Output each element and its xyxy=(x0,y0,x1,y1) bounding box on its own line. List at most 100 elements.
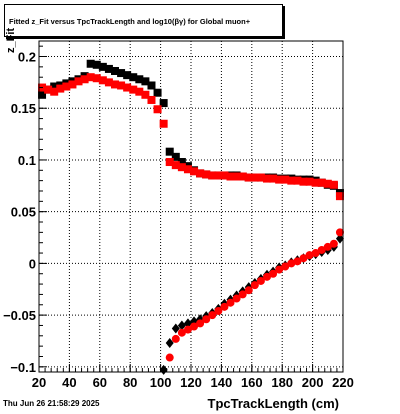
red-square-point xyxy=(275,175,284,184)
red-square-point xyxy=(165,158,174,167)
red-circle-point xyxy=(323,242,332,251)
black-square-point xyxy=(153,88,162,97)
x-tick-label: 40 xyxy=(62,375,76,390)
red-square-point xyxy=(196,169,205,178)
red-circle-point xyxy=(232,294,241,303)
red-square-point xyxy=(62,82,71,91)
black-square-point xyxy=(111,66,119,75)
red-square-point xyxy=(323,179,332,188)
red-square-point xyxy=(123,83,132,92)
black-square-point xyxy=(50,82,59,91)
red-square-point xyxy=(226,172,235,181)
red-square-point xyxy=(135,87,144,96)
red-square-point xyxy=(287,176,296,185)
red-circle-point xyxy=(275,265,284,274)
y-tick-label: −0.1 xyxy=(10,360,36,375)
red-square-point xyxy=(68,80,77,89)
x-tick-label: 200 xyxy=(302,375,324,390)
red-square-point xyxy=(281,175,290,184)
red-circle-point xyxy=(220,302,229,311)
red-square-point xyxy=(141,90,150,99)
red-square-point xyxy=(56,84,65,93)
red-square-point xyxy=(159,119,168,128)
red-square-point xyxy=(317,178,326,187)
red-circle-point xyxy=(281,262,290,271)
red-square-point xyxy=(329,180,338,189)
red-circle-point xyxy=(329,239,338,248)
red-circle-point xyxy=(335,228,344,237)
red-square-point xyxy=(202,170,211,179)
red-square-point xyxy=(147,95,156,104)
red-circle-point xyxy=(256,276,265,285)
red-square-point xyxy=(250,173,259,182)
red-square-point xyxy=(104,78,113,87)
black-diamond-point xyxy=(335,233,344,244)
red-circle-point xyxy=(317,245,326,254)
y-tick-label: 0.2 xyxy=(18,50,36,65)
black-square-point xyxy=(165,147,174,156)
red-square-point xyxy=(92,74,101,83)
black-square-point xyxy=(147,81,156,90)
red-square-point xyxy=(214,171,223,180)
data-points xyxy=(38,59,344,375)
black-square-point xyxy=(159,99,168,108)
red-circle-point xyxy=(165,353,174,362)
red-square-point xyxy=(335,192,344,201)
y-tick-label: −0.05 xyxy=(3,308,36,323)
black-diamond-point xyxy=(171,323,180,334)
black-square-point xyxy=(98,62,107,71)
black-square-point xyxy=(177,158,186,167)
x-tick-label: 140 xyxy=(211,375,233,390)
timestamp: Thu Jun 26 21:58:29 2025 xyxy=(3,399,100,408)
x-axis-label: TpcTrackLength (cm) xyxy=(207,396,339,411)
red-square-point xyxy=(299,177,308,186)
red-square-point xyxy=(86,73,95,82)
red-square-point xyxy=(117,81,126,90)
tick-labels: 20 40 60 80 100 120 140 160 180 200 220 −0.1 −0.05 0 0… xyxy=(3,50,354,390)
x-tick-label: 160 xyxy=(241,375,263,390)
x-tick-label: 100 xyxy=(150,375,172,390)
red-circle-point xyxy=(208,311,217,320)
red-circle-point xyxy=(305,251,314,260)
black-diamond-point xyxy=(165,338,174,349)
red-square-point xyxy=(244,173,253,182)
red-circle-point xyxy=(196,319,205,328)
x-tick-label: 60 xyxy=(93,375,107,390)
red-square-point xyxy=(153,105,162,114)
red-square-point xyxy=(44,85,53,94)
black-square-point xyxy=(117,69,126,78)
black-square-point xyxy=(38,90,47,99)
red-circle-point xyxy=(250,281,259,290)
black-square-point xyxy=(141,77,150,86)
red-square-point xyxy=(293,176,302,185)
red-circle-point xyxy=(171,334,180,343)
red-square-point xyxy=(98,76,107,85)
red-square-point xyxy=(208,171,217,180)
x-tick-label: 80 xyxy=(123,375,137,390)
red-square-point xyxy=(183,165,192,174)
red-circle-point xyxy=(311,249,320,258)
red-square-point xyxy=(129,85,138,94)
red-circle-point xyxy=(214,306,223,315)
x-tick-label: 180 xyxy=(271,375,293,390)
black-square-point xyxy=(171,152,180,161)
red-square-point xyxy=(305,177,314,186)
red-circle-point xyxy=(226,298,235,307)
red-square-point xyxy=(171,161,180,170)
red-circle-point xyxy=(202,315,211,324)
y-tick-label: 0 xyxy=(29,256,36,271)
red-square-point xyxy=(74,77,83,86)
red-circle-point xyxy=(263,272,271,281)
black-square-point xyxy=(129,73,138,82)
y-tick-label: 0.05 xyxy=(11,205,36,220)
black-square-point xyxy=(86,59,95,68)
black-diamond-point xyxy=(177,320,186,331)
red-circle-point xyxy=(244,286,253,295)
red-circle-point xyxy=(269,269,278,278)
red-square-point xyxy=(256,173,265,182)
y-tick-label: 0.15 xyxy=(11,101,36,116)
x-tick-label: 220 xyxy=(332,375,354,390)
red-square-point xyxy=(238,172,247,181)
red-circle-point xyxy=(299,254,308,263)
